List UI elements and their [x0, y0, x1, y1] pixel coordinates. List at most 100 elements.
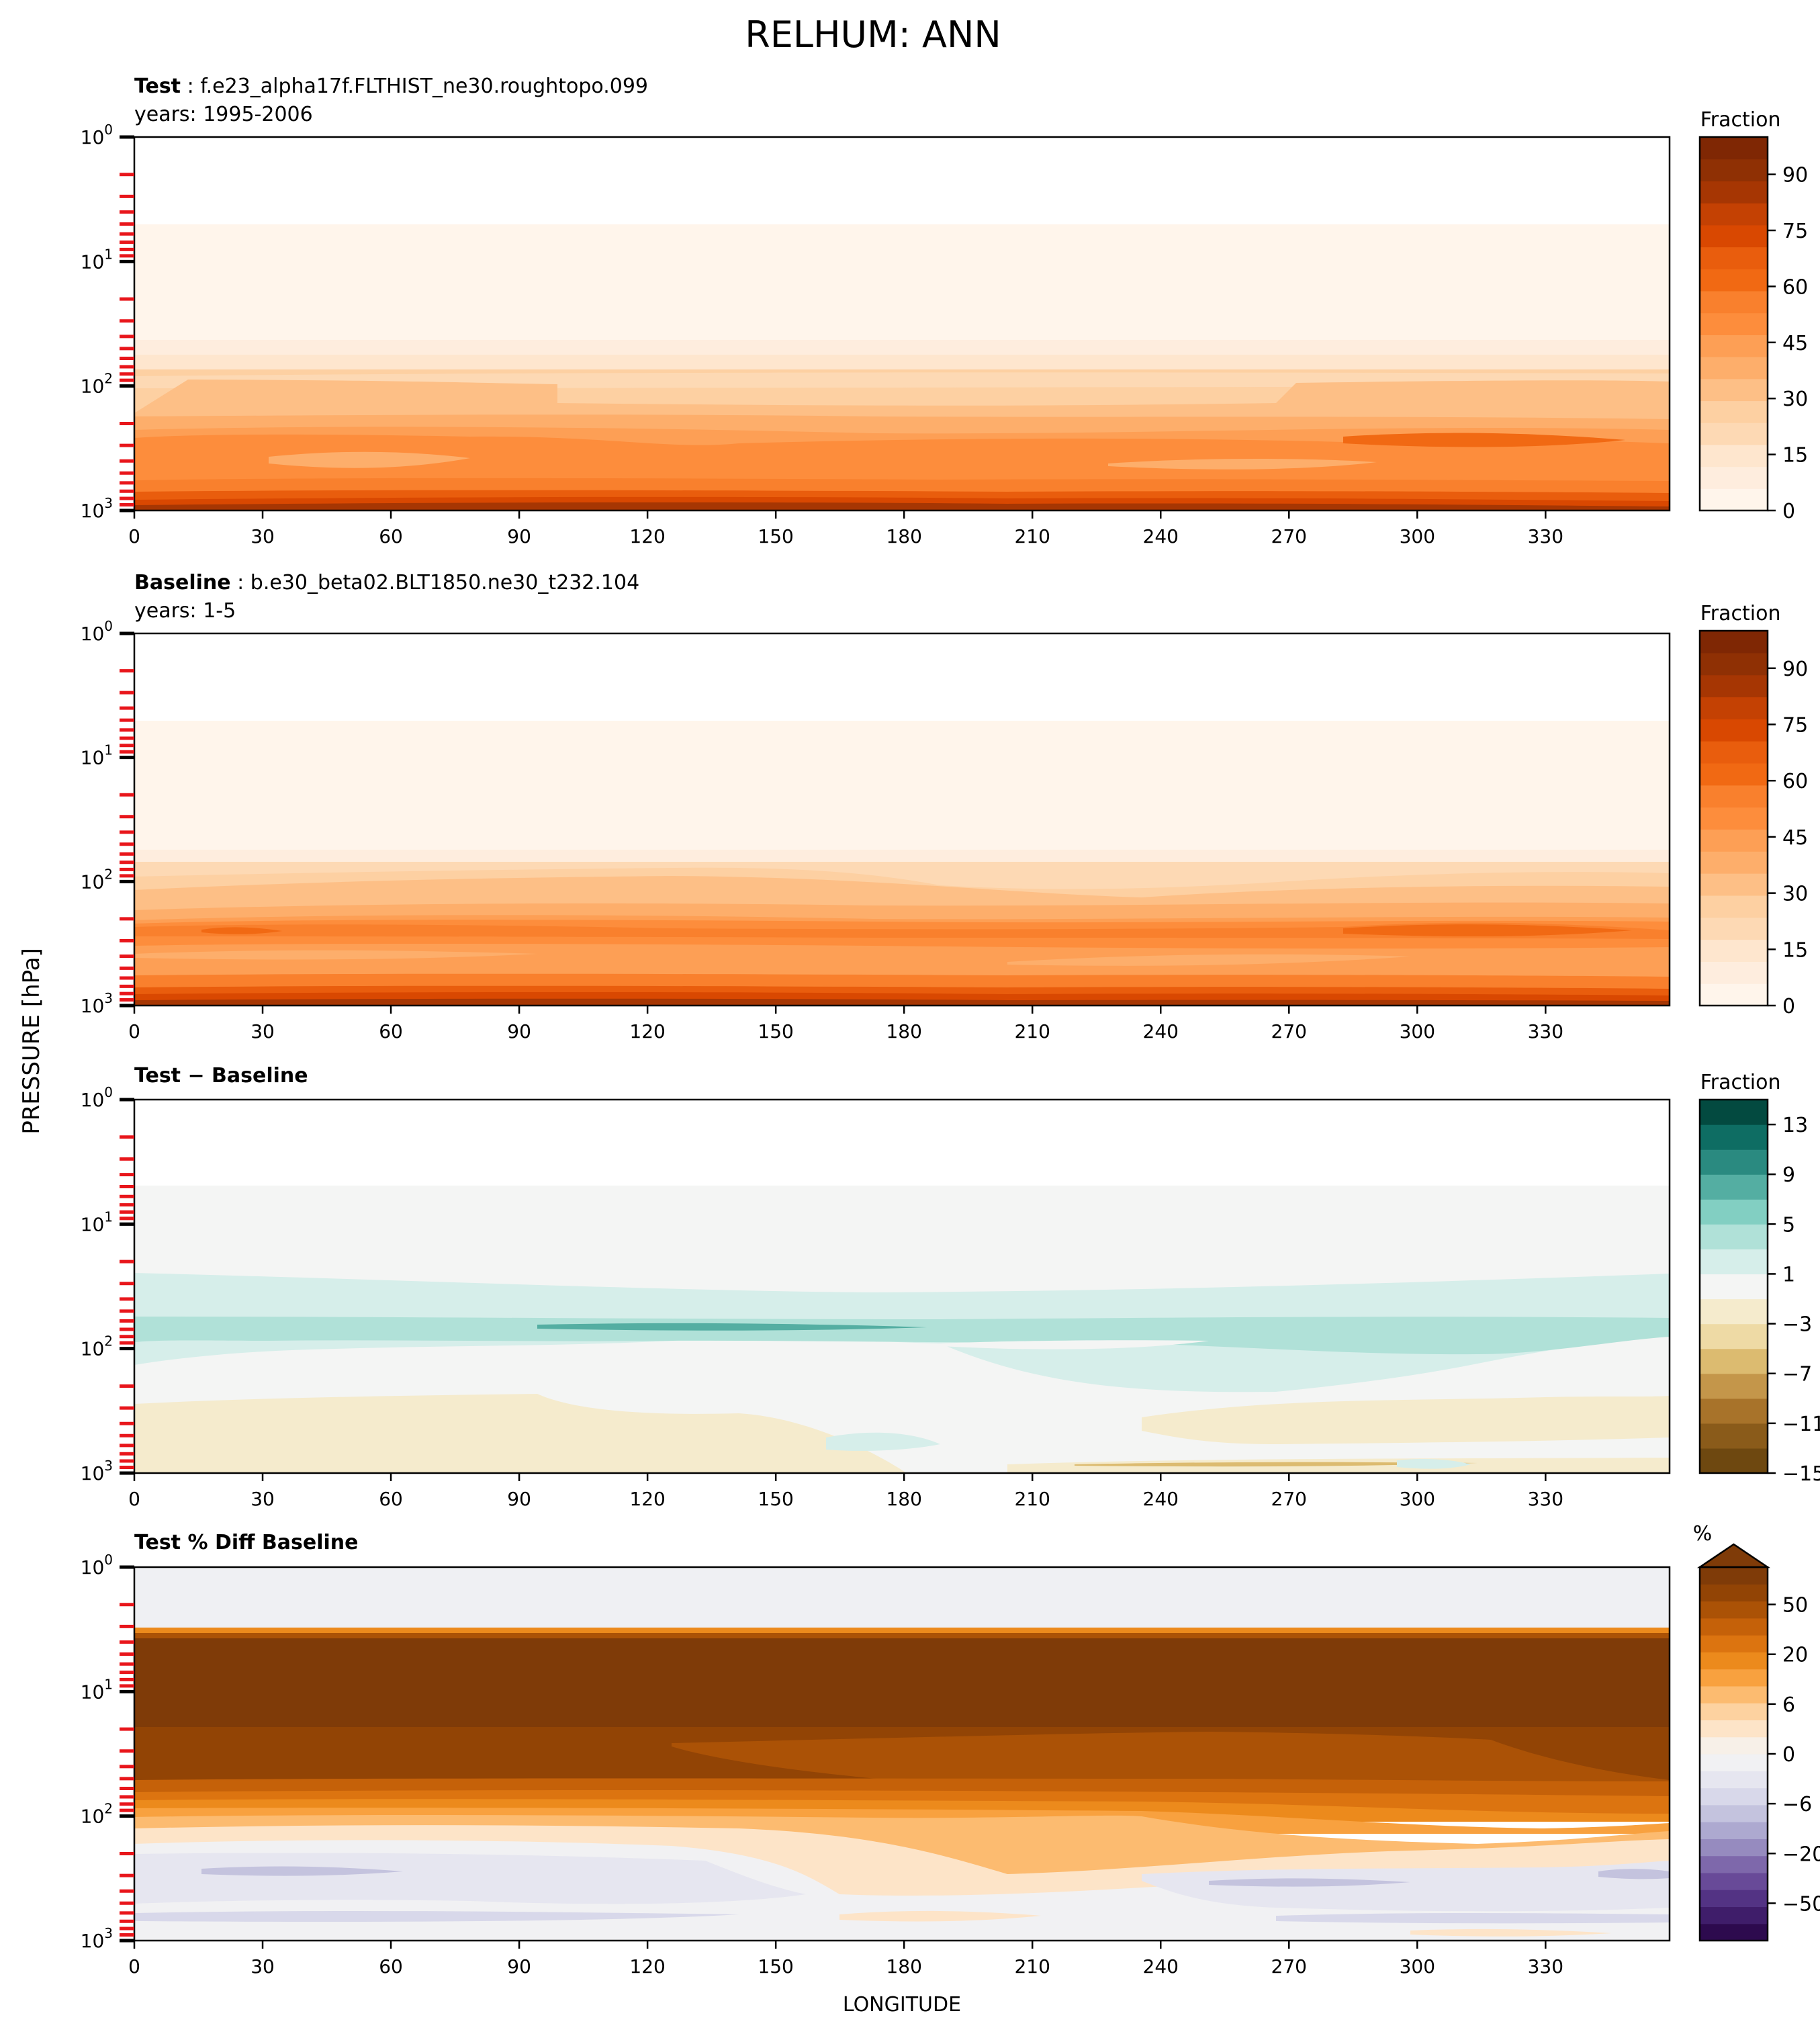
colorbar-swatch [1700, 1754, 1768, 1771]
colorbar-swatch [1700, 1398, 1768, 1424]
colorbar-tick-label: 60 [1782, 770, 1808, 793]
x-tick-label: 210 [1014, 1020, 1050, 1043]
colorbar-tick-label: 45 [1782, 826, 1808, 850]
y-tick-label: 103 [81, 990, 113, 1017]
y-tick-base: 10 [81, 1556, 105, 1579]
colorbar-swatch [1700, 1100, 1768, 1125]
colorbar-swatch [1700, 466, 1768, 489]
x-tick-label: 210 [1014, 1488, 1050, 1510]
panel-baseline-title-rest: : b.e30_beta02.BLT1850.ne30_t232.104 [231, 571, 640, 594]
colorbar-swatch [1700, 1685, 1768, 1703]
colorbar-swatch [1700, 312, 1768, 335]
y-tick-exponent: 3 [104, 1925, 113, 1941]
y-tick-exponent: 0 [104, 1084, 113, 1100]
band-pos-low [826, 1432, 1471, 1469]
y-tick-label: 101 [81, 1208, 113, 1235]
y-tick-exponent: 2 [104, 1333, 113, 1349]
x-tick-label: 60 [379, 1488, 403, 1510]
panel-test-title-rest: : f.e23_alpha17f.FLTHIST_ne30.roughtopo.… [181, 75, 648, 98]
x-tick-label: 90 [507, 1488, 531, 1510]
colorbar-tick-label: −50 [1782, 1892, 1820, 1916]
x-tick-label: 330 [1528, 1488, 1563, 1510]
y-tick-exponent: 2 [104, 1801, 113, 1817]
colorbar-swatch [1700, 1199, 1768, 1225]
colorbar-extend-arrow [1696, 1543, 1771, 1568]
y-tick-label: 102 [81, 1801, 113, 1828]
x-tick-label: 330 [1528, 525, 1563, 547]
colorbar-swatch [1700, 1618, 1768, 1636]
y-tick-base: 10 [81, 126, 105, 148]
band-neg-2 [1142, 1396, 1670, 1444]
y-tick-label: 101 [81, 742, 113, 769]
colorbar-swatch [1700, 851, 1768, 874]
colorbar-label: Fraction [1700, 1071, 1781, 1094]
x-tick-label: 180 [886, 1488, 921, 1510]
colorbar-swatch [1700, 1822, 1768, 1839]
colorbar-swatch [1700, 1423, 1768, 1449]
x-tick-label: 210 [1014, 525, 1050, 547]
band-tropopause-2 [134, 355, 1670, 369]
colorbar-tick-label: 45 [1782, 332, 1808, 355]
x-tick-label: 240 [1143, 1488, 1179, 1510]
x-tick-label: 150 [758, 1020, 793, 1043]
x-tick-label: 30 [251, 1955, 275, 1978]
colorbar-swatch [1700, 488, 1768, 511]
panel-diff-field [134, 1100, 1670, 1473]
colorbar-swatch [1700, 1804, 1768, 1822]
colorbar-swatch [1700, 1224, 1768, 1249]
colorbar-swatch [1700, 1601, 1768, 1619]
colorbar-swatch [1700, 762, 1768, 786]
colorbar-tick-label: 20 [1782, 1644, 1808, 1667]
band-strat [134, 721, 1670, 850]
colorbar-swatch [1700, 1298, 1768, 1325]
y-tick-exponent: 1 [104, 1676, 113, 1692]
y-tick-exponent: 1 [104, 246, 113, 262]
panel-baseline-frame [133, 632, 1671, 1007]
band-top-white [134, 633, 1670, 721]
colorbar-frame [1698, 629, 1769, 1007]
band-mid-pale [269, 451, 1377, 470]
colorbar-swatch [1700, 181, 1768, 204]
band-strat-edge [134, 1628, 1670, 1633]
y-tick-exponent: 3 [104, 495, 113, 511]
x-tick-label: 270 [1271, 1955, 1307, 1978]
x-tick-label: 240 [1143, 1020, 1179, 1043]
y-tick-base: 10 [81, 1089, 105, 1111]
panel-pctdiff-colorbar: % −50 −20 −6 0 6 20 50 [1693, 1522, 1820, 1942]
x-tick-label: 270 [1271, 525, 1307, 547]
x-tick-label: 150 [758, 1955, 793, 1978]
figure-title: RELHUM: ANN [745, 13, 1001, 56]
band-dark-mid [1343, 433, 1625, 447]
colorbar-tick-label: 30 [1782, 388, 1808, 411]
y-tick-base: 10 [81, 375, 105, 398]
band-neg-2 [1142, 1861, 1670, 1912]
colorbar-swatch [1700, 203, 1768, 226]
colorbar-label: % [1693, 1522, 1713, 1546]
colorbar-swatch [1700, 400, 1768, 423]
band-tropopause-1 [134, 340, 1670, 355]
y-tick-exponent: 3 [104, 990, 113, 1006]
colorbar-swatch [1700, 1249, 1768, 1275]
colorbar-tick-label: 75 [1782, 220, 1808, 243]
x-tick-label: 270 [1271, 1488, 1307, 1510]
colorbar-swatch [1700, 269, 1768, 292]
y-tick-base: 10 [81, 1806, 105, 1828]
panel-test-title-bold: Test [134, 75, 181, 98]
panel-pctdiff: Test % Diff Baseline 0 30 60 90 120 150 180 210… [81, 1522, 1820, 1978]
x-tick-label: 300 [1400, 1488, 1435, 1510]
band-dark-mid-2 [201, 924, 1632, 937]
x-tick-label: 300 [1400, 1020, 1435, 1043]
y-tick-exponent: 2 [104, 866, 113, 882]
x-tick-label: 300 [1400, 1955, 1435, 1978]
y-tick-label: 100 [81, 618, 113, 645]
y-tick-exponent: 3 [104, 1458, 113, 1474]
band-pale-lens [134, 950, 1410, 966]
band-strat-edge2 [134, 1633, 1670, 1638]
colorbar-swatch [1700, 1838, 1768, 1857]
colorbar-swatch [1700, 1736, 1768, 1755]
colorbar-swatch [1700, 674, 1768, 698]
colorbar-tick-label: −15 [1782, 1462, 1820, 1486]
colorbar-swatch [1700, 829, 1768, 852]
x-tick-label: 240 [1143, 1955, 1179, 1978]
